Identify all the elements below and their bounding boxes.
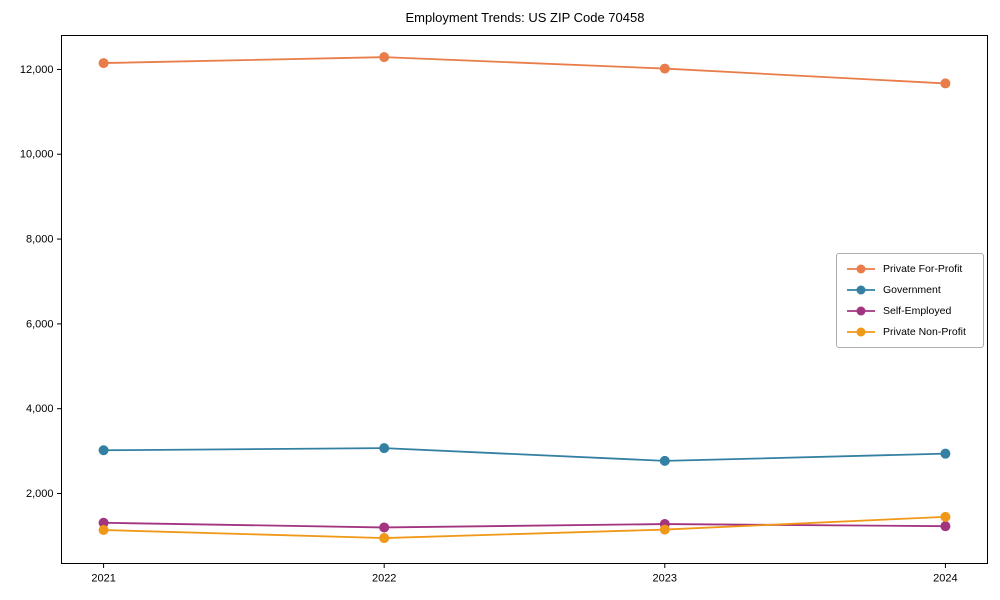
data-point-private-for-profit <box>659 63 670 74</box>
data-point-private-for-profit <box>940 78 951 89</box>
x-tick-label: 2022 <box>372 573 396 585</box>
legend-marker-icon <box>847 306 875 316</box>
legend-item: Private For-Profit <box>846 261 974 277</box>
x-tick-label: 2024 <box>933 573 957 585</box>
legend-marker-icon <box>847 285 875 295</box>
series-line-private-for-profit <box>103 56 946 85</box>
y-tick-label: 12,000 <box>20 64 54 76</box>
x-tick-label: 2021 <box>91 573 115 585</box>
data-point-government <box>98 445 109 456</box>
y-tick-label: 8,000 <box>26 234 54 246</box>
data-point-private-non-profit <box>379 533 390 544</box>
data-point-private-non-profit <box>98 524 109 535</box>
data-point-private-non-profit <box>659 524 670 535</box>
data-point-private-for-profit <box>379 52 390 63</box>
data-point-private-for-profit <box>98 58 109 69</box>
y-tick-label: 10,000 <box>20 149 54 161</box>
legend: Private For-Profit Government Self-Employe… <box>836 253 984 348</box>
legend-item: Private Non-Profit <box>846 324 974 340</box>
data-point-self-employed <box>940 521 951 532</box>
y-tick-label: 4,000 <box>26 403 54 415</box>
legend-label: Government <box>883 284 941 296</box>
series-line-private-non-profit <box>103 515 946 539</box>
data-point-self-employed <box>379 522 390 533</box>
series-line-self-employed <box>103 521 946 529</box>
legend-marker-icon <box>847 264 875 274</box>
x-tick-label: 2023 <box>653 573 677 585</box>
chart-title: Employment Trends: US ZIP Code 70458 <box>405 10 645 25</box>
legend-label: Self-Employed <box>883 305 952 317</box>
data-point-self-employed <box>98 517 109 528</box>
data-point-government <box>659 455 670 466</box>
data-point-private-non-profit <box>940 511 951 522</box>
legend-label: Private Non-Profit <box>883 326 966 338</box>
y-tick-label: 2,000 <box>26 488 54 500</box>
data-point-government <box>940 448 951 459</box>
data-point-government <box>379 443 390 454</box>
legend-marker-icon <box>847 327 875 337</box>
legend-item: Self-Employed <box>846 303 974 319</box>
series-line-government <box>103 447 946 462</box>
y-tick-label: 6,000 <box>26 318 54 330</box>
axes-frame <box>61 35 988 564</box>
legend-label: Private For-Profit <box>883 263 963 275</box>
legend-item: Government <box>846 282 974 298</box>
